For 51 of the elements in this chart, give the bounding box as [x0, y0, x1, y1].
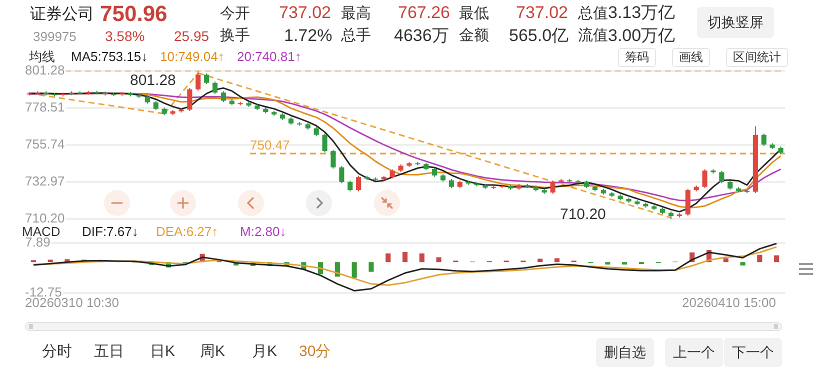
text: 区间统计	[726, 48, 788, 67]
y-tick-label: 755.74	[25, 136, 65, 152]
text: 565.0亿	[509, 26, 569, 46]
text: 总值	[578, 5, 608, 23]
annotation: 710.20	[560, 206, 606, 224]
text: 月K	[252, 343, 278, 361]
text: 下一个	[724, 338, 782, 367]
series-label: DEA:6.27↑	[156, 224, 218, 240]
text: 筹码	[618, 48, 656, 67]
text: 10:749.04↑	[160, 49, 224, 65]
annotation: 801.28	[130, 72, 176, 90]
text: 画线	[672, 48, 710, 67]
text: 删自选	[596, 338, 654, 367]
series-label: DIF:7.67↓	[82, 224, 138, 240]
chart-title: 证券公司	[30, 5, 94, 24]
text: 上一个	[665, 338, 723, 367]
text: 750.96	[100, 1, 168, 28]
text: 1.72%	[284, 26, 332, 46]
text: 分时	[42, 343, 72, 361]
text: 今开	[220, 5, 250, 23]
text: 均线	[29, 49, 55, 65]
y-tick-label: 710.20	[25, 210, 65, 226]
text: 换手	[220, 27, 250, 45]
text: 周K	[200, 343, 226, 361]
y-tick-label: 7.89	[25, 234, 50, 250]
text: 总手	[341, 27, 371, 45]
text: 切换竖屏	[697, 7, 774, 38]
text: 流值	[578, 27, 608, 45]
y-tick-label: 801.28	[25, 62, 65, 78]
text: 737.02	[516, 3, 568, 24]
text: 30分	[299, 343, 331, 361]
text: 日K	[150, 343, 176, 361]
series-label: M:2.80↓	[240, 224, 286, 240]
ref-line-label: 750.47	[250, 138, 290, 153]
text: 737.02	[279, 3, 331, 24]
text: 最高	[341, 5, 371, 23]
y-tick-label: 732.97	[25, 174, 65, 189]
text: 767.26	[398, 3, 450, 24]
text: 金额	[459, 27, 489, 45]
y-tick-label: 778.51	[25, 100, 65, 115]
text: 3.13万亿	[608, 3, 676, 24]
text: 20:740.81↑	[237, 49, 302, 65]
text: 4636万	[394, 26, 449, 46]
text: MA5:753.15↓	[71, 49, 148, 65]
text: 3.00万亿	[608, 26, 676, 46]
text: 20260410 15:00	[682, 295, 776, 311]
text: 五日	[94, 343, 124, 361]
text: 最低	[459, 5, 489, 23]
text: 399975	[33, 29, 76, 45]
text: 25.95	[174, 28, 210, 45]
text: 3.58%	[105, 28, 145, 45]
